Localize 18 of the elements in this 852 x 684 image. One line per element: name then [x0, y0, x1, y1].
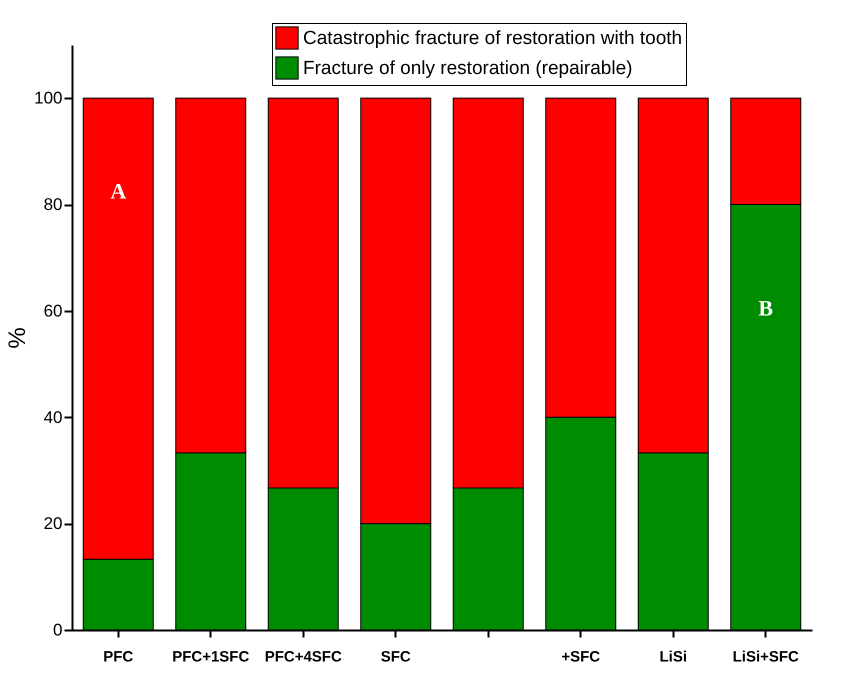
y-axis-title: %: [4, 327, 32, 349]
legend-label: Catastrophic fracture of restoration with tooth: [303, 28, 682, 49]
x-tick-label: PFC: [103, 648, 134, 666]
annotation: B: [758, 295, 774, 320]
x-tick-label: LiSi: [659, 648, 688, 666]
y-tick-label: 40: [44, 408, 62, 427]
x-tick-label: LiSi+SFC: [732, 648, 800, 666]
x-tick-label: SFC: [380, 648, 411, 666]
y-tick-label: 100: [34, 88, 62, 108]
annotation: A: [110, 178, 126, 204]
legend-label: Fracture of only restoration (repairable): [303, 58, 632, 79]
x-tick-label: PFC+4SFC: [264, 648, 342, 666]
y-tick-label: 20: [44, 514, 62, 534]
y-tick-label: 0: [53, 620, 62, 640]
x-tick-label: PFC+1SFC: [172, 648, 250, 666]
y-tick-label: 80: [44, 195, 62, 214]
x-tick-label: +SFC: [561, 648, 600, 666]
y-tick-label: 60: [44, 301, 62, 320]
